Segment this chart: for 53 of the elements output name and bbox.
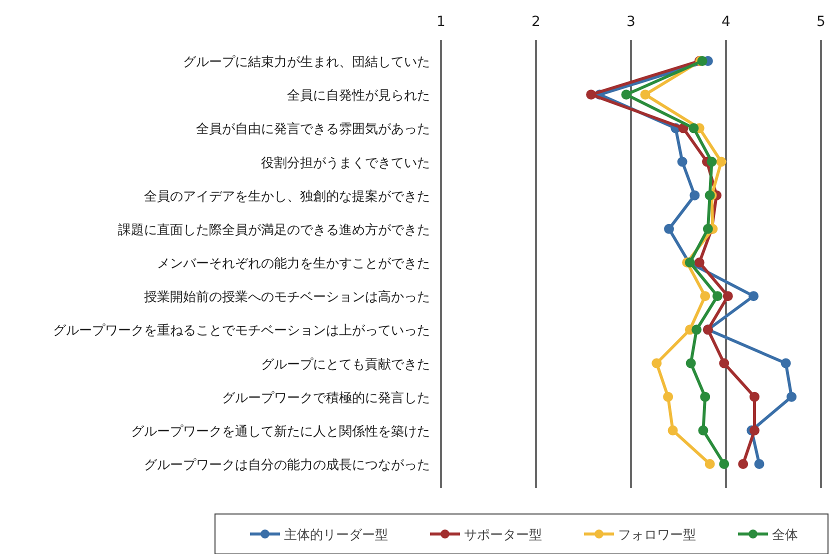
- point: [722, 291, 733, 302]
- y-tick-label: グループに結束力が生まれ、団結していた: [183, 55, 430, 70]
- point: [719, 358, 730, 368]
- point: [786, 392, 797, 402]
- y-tick-label: 役割分担がうまくできていた: [261, 156, 430, 171]
- point: [719, 459, 730, 469]
- point: [692, 324, 702, 335]
- point: [640, 90, 650, 100]
- point: [663, 392, 674, 402]
- point: [780, 358, 791, 368]
- y-tick-label: グループにとても貢献できた: [261, 357, 430, 372]
- point: [688, 123, 699, 134]
- y-tick-label: 授業開始前の授業へのモチベーションは高かった: [144, 289, 430, 306]
- point: [738, 459, 748, 469]
- x-tick-label: 4: [722, 14, 731, 30]
- x-tick-label: 3: [626, 14, 636, 30]
- point: [621, 90, 632, 100]
- y-tick-label: グループワークで積極的に発言した: [222, 390, 430, 406]
- y-tick-label: グループワークは自分の能力の成長につながった: [144, 458, 430, 473]
- point: [668, 425, 678, 436]
- x-tick-label: 5: [816, 14, 826, 30]
- y-tick-label: グループワークを重ねることでモチベーションは上がっていった: [53, 324, 430, 339]
- point: [586, 90, 596, 100]
- y-tick-label: 全員が自由に発言できる雰囲気があった: [196, 121, 430, 138]
- point: [698, 425, 708, 436]
- point: [712, 291, 722, 302]
- y-tick-label: グループワークを通して新たに人と関係性を築けた: [131, 424, 430, 440]
- x-tick-label: 2: [532, 14, 540, 30]
- legend-label: 主体的リーダー型: [284, 527, 388, 543]
- point: [704, 459, 715, 469]
- point: [677, 156, 688, 167]
- point: [694, 258, 704, 268]
- y-tick-label: 全員に自発性が見られた: [287, 88, 430, 104]
- point: [652, 358, 662, 368]
- point: [754, 459, 764, 469]
- y-tick-label: 全員のアイデアを生かし、独創的な提案ができた: [144, 188, 430, 204]
- x-tick-label: 1: [436, 14, 446, 30]
- point: [664, 224, 674, 234]
- point: [716, 156, 726, 167]
- point: [700, 291, 710, 302]
- point: [686, 358, 696, 368]
- point: [750, 392, 760, 402]
- legend-label: 全体: [772, 528, 798, 543]
- y-tick-label: メンバーそれぞれの能力を生かすことができた: [157, 256, 430, 272]
- point: [700, 392, 710, 402]
- point: [702, 224, 713, 234]
- point: [750, 425, 760, 436]
- legend-label: サポーター型: [464, 528, 542, 543]
- y-tick-label: 課題に直面した際全員が満足のできる進め方ができた: [118, 222, 430, 238]
- point: [706, 156, 717, 167]
- point: [748, 291, 759, 302]
- point: [690, 190, 700, 200]
- legend-label: フォロワー型: [618, 528, 696, 543]
